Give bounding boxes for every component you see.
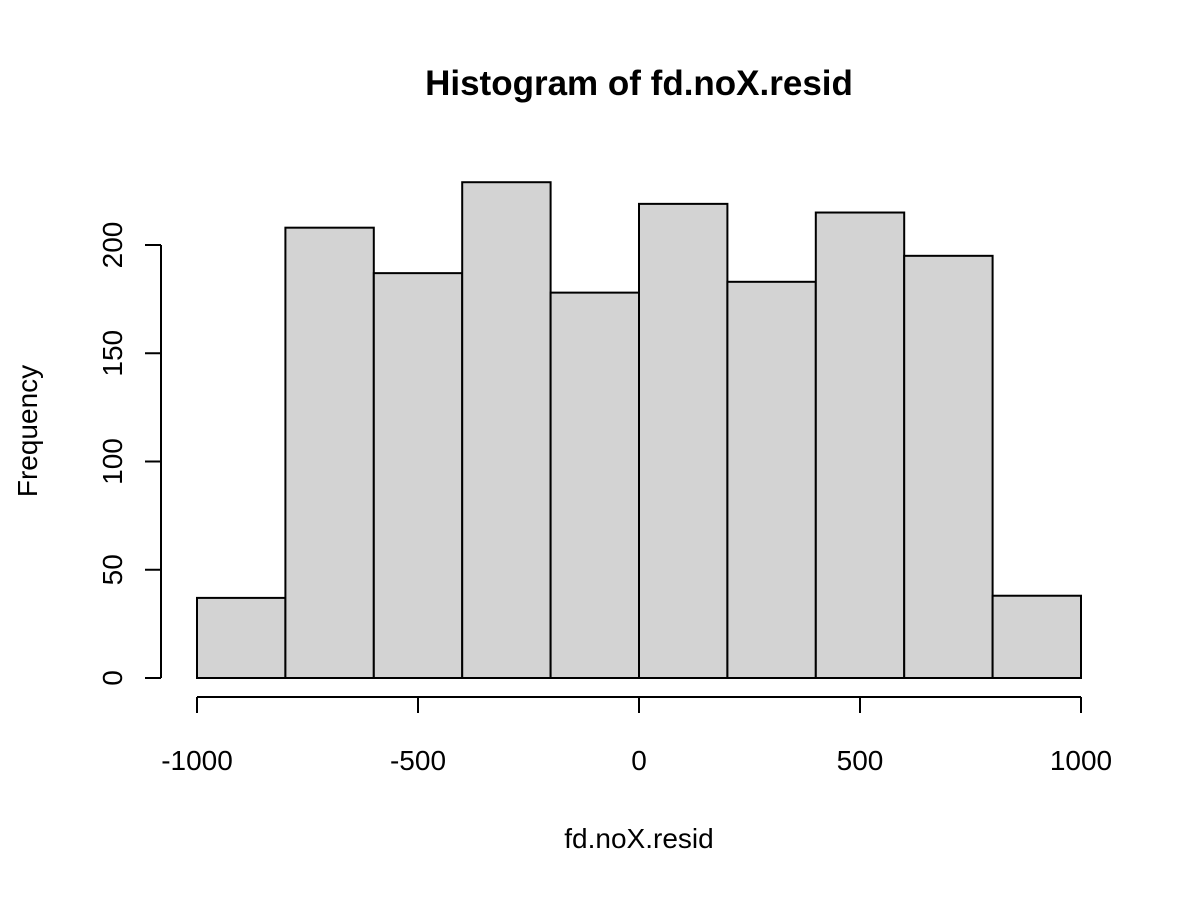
histogram-bar-8: [903, 254, 994, 679]
y-tick-label: 100: [97, 438, 128, 485]
bars-group: [196, 181, 1082, 680]
x-tick-label: -1000: [161, 745, 233, 776]
x-tick-label: 1000: [1050, 745, 1112, 776]
x-tick-label: 500: [837, 745, 884, 776]
histogram-bar-9: [991, 594, 1082, 679]
chart-title: Histogram of fd.noX.resid: [425, 64, 853, 103]
y-axis-label: Frequency: [12, 365, 43, 497]
y-tick-label: 0: [97, 670, 128, 686]
histogram-bar-0: [196, 596, 287, 680]
y-tick-label: 150: [97, 330, 128, 377]
histogram-bar-2: [372, 272, 464, 679]
histogram-bar-1: [284, 226, 375, 679]
histogram-bar-7: [814, 211, 906, 679]
histogram-bar-5: [638, 202, 729, 680]
x-axis-label: fd.noX.resid: [564, 823, 713, 854]
y-tick-label: 200: [97, 222, 128, 269]
y-tick-label: 50: [97, 554, 128, 585]
histogram-bar-6: [726, 280, 817, 679]
x-tick-label: -500: [390, 745, 446, 776]
x-axis: -1000 -500 0 500 1000: [161, 696, 1112, 776]
histogram-bar-3: [461, 181, 552, 679]
histogram-bar-4: [549, 291, 640, 679]
y-axis: 0 50 100 150 200: [97, 222, 162, 686]
x-tick-label: 0: [631, 745, 647, 776]
